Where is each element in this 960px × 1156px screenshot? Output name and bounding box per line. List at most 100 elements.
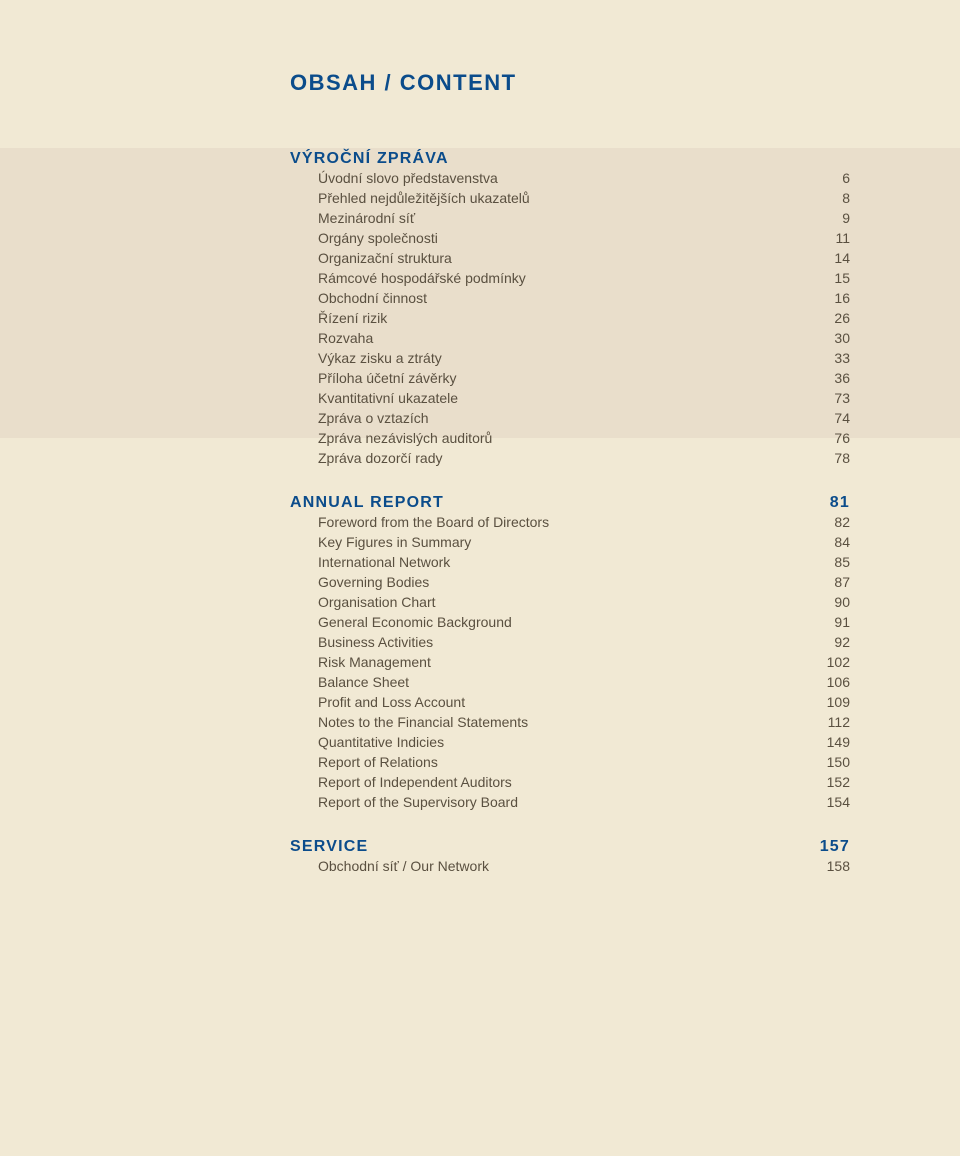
toc-label: Úvodní slovo představenstva	[290, 168, 498, 188]
toc-label: Foreword from the Board of Directors	[290, 512, 549, 532]
toc-page: 82	[810, 512, 850, 532]
toc-row: Report of the Supervisory Board 154	[290, 792, 850, 812]
toc-row: Business Activities 92	[290, 632, 850, 652]
toc-page: 11	[810, 228, 850, 248]
toc-label: Rozvaha	[290, 328, 373, 348]
toc-row: Rámcové hospodářské podmínky 15	[290, 268, 850, 288]
toc-label: Balance Sheet	[290, 672, 409, 692]
toc-page: 112	[810, 712, 850, 732]
toc-row: Balance Sheet 106	[290, 672, 850, 692]
section-gap	[290, 812, 850, 838]
toc-page: 84	[810, 532, 850, 552]
toc-page: 15	[810, 268, 850, 288]
toc-label: Rámcové hospodářské podmínky	[290, 268, 526, 288]
toc-page: 106	[810, 672, 850, 692]
toc-label: Zpráva dozorčí rady	[290, 448, 443, 468]
toc-row: Mezinárodní síť 9	[290, 208, 850, 228]
section-heading: ANNUAL REPORT 81	[290, 494, 850, 512]
toc-row: Foreword from the Board of Directors 82	[290, 512, 850, 532]
toc-page: 150	[810, 752, 850, 772]
toc-label: Organizační struktura	[290, 248, 452, 268]
section-heading-page: 157	[820, 838, 850, 856]
toc-page: 78	[810, 448, 850, 468]
toc-page: 16	[810, 288, 850, 308]
toc-page: 85	[810, 552, 850, 572]
toc-row: Orgány společnosti11	[290, 228, 850, 248]
toc-row: Organisation Chart 90	[290, 592, 850, 612]
toc-page: 9	[810, 208, 850, 228]
toc-label: Report of Relations	[290, 752, 438, 772]
toc-row: Přehled nejdůležitějších ukazatelů 8	[290, 188, 850, 208]
toc-row: Report of Relations 150	[290, 752, 850, 772]
toc-label: Profit and Loss Account	[290, 692, 465, 712]
toc-page: 154	[810, 792, 850, 812]
toc-label: Mezinárodní síť	[290, 208, 415, 228]
toc-page: 6	[810, 168, 850, 188]
toc-page: 36	[810, 368, 850, 388]
section-heading: VÝROČNÍ ZPRÁVA	[290, 150, 850, 168]
toc-label: Business Activities	[290, 632, 433, 652]
toc-row: Report of Independent Auditors 152	[290, 772, 850, 792]
toc-page: 158	[810, 856, 850, 876]
toc-label: Key Figures in Summary	[290, 532, 471, 552]
toc-row: Příloha účetní závěrky 36	[290, 368, 850, 388]
toc-row: Zpráva o vztazích 74	[290, 408, 850, 428]
toc-row: Rozvaha30	[290, 328, 850, 348]
toc-label: Obchodní činnost	[290, 288, 427, 308]
toc-label: Organisation Chart	[290, 592, 436, 612]
toc-row: Kvantitativní ukazatele 73	[290, 388, 850, 408]
toc-label: Přehled nejdůležitějších ukazatelů	[290, 188, 530, 208]
toc-page: 149	[810, 732, 850, 752]
section-heading-label: VÝROČNÍ ZPRÁVA	[290, 150, 449, 168]
toc-label: Report of the Supervisory Board	[290, 792, 518, 812]
toc-label: Příloha účetní závěrky	[290, 368, 457, 388]
section-heading-page: 81	[830, 494, 850, 512]
toc-content: VÝROČNÍ ZPRÁVA Úvodní slovo představenst…	[290, 150, 850, 876]
page: OBSAH / CONTENT VÝROČNÍ ZPRÁVA Úvodní sl…	[0, 0, 960, 1156]
toc-page: 92	[810, 632, 850, 652]
toc-label: Governing Bodies	[290, 572, 429, 592]
toc-page: 91	[810, 612, 850, 632]
toc-row: Úvodní slovo představenstva 6	[290, 168, 850, 188]
toc-label: Zpráva o vztazích	[290, 408, 429, 428]
toc-row: Obchodní síť / Our Network 158	[290, 856, 850, 876]
toc-label: Výkaz zisku a ztráty	[290, 348, 442, 368]
toc-page: 33	[810, 348, 850, 368]
toc-page: 14	[810, 248, 850, 268]
toc-page: 109	[810, 692, 850, 712]
toc-page: 8	[810, 188, 850, 208]
toc-label: Řízení rizik	[290, 308, 387, 328]
toc-row: Risk Management102	[290, 652, 850, 672]
toc-row: Profit and Loss Account 109	[290, 692, 850, 712]
toc-row: Zpráva nezávislých auditorů 76	[290, 428, 850, 448]
toc-label: General Economic Background	[290, 612, 512, 632]
toc-row: Obchodní činnost 16	[290, 288, 850, 308]
toc-label: Risk Management	[290, 652, 431, 672]
toc-label: Zpráva nezávislých auditorů	[290, 428, 492, 448]
toc-page: 87	[810, 572, 850, 592]
toc-row: Key Figures in Summary 84	[290, 532, 850, 552]
toc-row: Notes to the Financial Statements 112	[290, 712, 850, 732]
toc-row: Governing Bodies 87	[290, 572, 850, 592]
toc-label: Notes to the Financial Statements	[290, 712, 528, 732]
section-heading: SERVICE 157	[290, 838, 850, 856]
toc-row: Výkaz zisku a ztráty 33	[290, 348, 850, 368]
toc-label: Report of Independent Auditors	[290, 772, 512, 792]
toc-row: Řízení rizik 26	[290, 308, 850, 328]
toc-page: 26	[810, 308, 850, 328]
toc-page: 73	[810, 388, 850, 408]
toc-label: Obchodní síť / Our Network	[290, 856, 489, 876]
page-title: OBSAH / CONTENT	[290, 70, 517, 96]
toc-page: 152	[810, 772, 850, 792]
toc-row: Quantitative Indicies149	[290, 732, 850, 752]
toc-label: Kvantitativní ukazatele	[290, 388, 458, 408]
section-gap	[290, 468, 850, 494]
toc-page: 74	[810, 408, 850, 428]
section-heading-label: ANNUAL REPORT	[290, 494, 444, 512]
toc-page: 90	[810, 592, 850, 612]
toc-page: 76	[810, 428, 850, 448]
section-heading-label: SERVICE	[290, 838, 368, 856]
toc-row: Organizační struktura 14	[290, 248, 850, 268]
toc-row: Zpráva dozorčí rady 78	[290, 448, 850, 468]
toc-row: International Network85	[290, 552, 850, 572]
